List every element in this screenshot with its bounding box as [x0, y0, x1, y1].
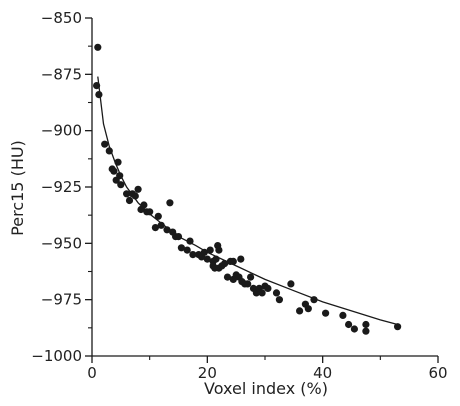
x-tick-label: 20 — [198, 364, 217, 382]
data-point — [244, 280, 252, 288]
data-point — [350, 325, 358, 333]
data-point — [157, 221, 165, 229]
data-point — [272, 289, 281, 297]
data-point — [114, 158, 122, 166]
data-point — [123, 190, 131, 198]
data-point — [310, 296, 318, 304]
x-tick-label: 40 — [313, 364, 332, 382]
y-tick-label: −850 — [41, 9, 82, 27]
data-point — [163, 226, 171, 234]
x-tick-label: 60 — [428, 364, 447, 382]
data-point — [101, 140, 109, 148]
data-point — [296, 307, 304, 315]
data-point — [264, 284, 272, 292]
data-point — [125, 196, 134, 205]
data-point — [203, 255, 211, 263]
y-tick-label: −950 — [41, 234, 82, 252]
axes: −850 −875 −900 −925 −950 −975 −1000 0 20 40 60 — [31, 9, 447, 382]
data-point — [362, 320, 370, 329]
data-point — [186, 237, 194, 245]
data-points — [93, 43, 402, 335]
data-point — [237, 255, 245, 263]
data-point — [105, 147, 113, 155]
data-point — [258, 289, 266, 297]
data-point — [146, 208, 154, 216]
data-point — [177, 244, 185, 252]
x-tick-label: 0 — [87, 364, 97, 382]
data-point — [110, 167, 118, 175]
x-axis-title: Voxel index (%) — [204, 379, 328, 398]
data-point — [212, 255, 220, 263]
y-tick-label: −925 — [41, 178, 82, 196]
y-tick-label: −975 — [41, 291, 82, 309]
data-point — [131, 192, 139, 200]
data-point — [134, 185, 142, 193]
data-point — [206, 246, 214, 254]
y-tick-label: −1000 — [31, 347, 82, 365]
data-point — [189, 251, 197, 259]
data-point — [154, 212, 162, 220]
data-point — [215, 246, 223, 254]
data-point — [94, 43, 102, 51]
data-point — [151, 224, 159, 232]
data-point — [304, 305, 312, 313]
data-point — [229, 257, 237, 265]
data-point — [275, 296, 283, 304]
data-point — [339, 311, 347, 319]
data-point — [183, 246, 191, 254]
y-tick-label: −900 — [41, 122, 82, 140]
y-tick-label: −875 — [41, 65, 82, 83]
data-point — [166, 199, 174, 207]
data-point — [116, 172, 124, 180]
data-point — [95, 91, 103, 99]
data-point — [394, 323, 402, 331]
data-point — [174, 233, 183, 241]
y-axis-title: Perc15 (HU) — [8, 140, 27, 236]
data-point — [117, 181, 125, 189]
data-point — [93, 82, 101, 90]
data-point — [140, 201, 148, 209]
data-point — [345, 320, 353, 329]
data-point — [200, 248, 208, 256]
data-point — [322, 309, 330, 317]
data-point — [223, 273, 232, 281]
data-point — [287, 280, 295, 288]
data-point — [362, 327, 370, 335]
data-point — [221, 260, 229, 268]
data-point — [247, 273, 255, 281]
